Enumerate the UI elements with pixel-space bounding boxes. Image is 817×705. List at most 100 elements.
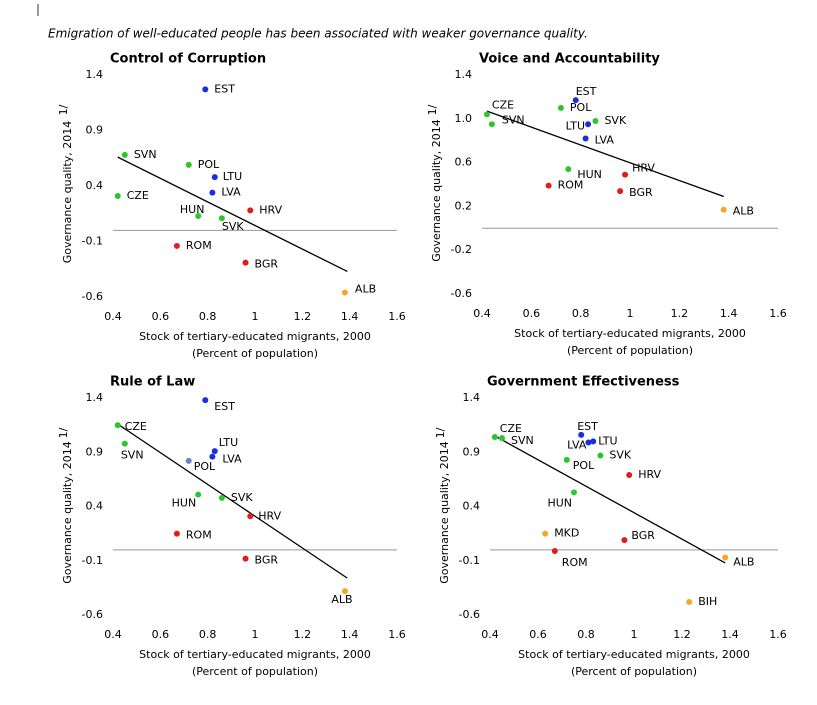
point — [209, 453, 216, 460]
point-label: EST — [214, 82, 235, 95]
panel: Control of Corruption1.40.90.4-0.1-0.60.… — [57, 52, 406, 361]
point — [545, 182, 552, 189]
x-tick-label: 1 — [252, 310, 259, 323]
y-tick-label: 0.6 — [455, 156, 473, 169]
point — [571, 489, 577, 496]
x-tick-label: 1.2 — [673, 628, 691, 641]
point — [195, 212, 202, 219]
point — [202, 397, 209, 404]
point — [247, 513, 254, 520]
point — [121, 151, 128, 158]
x-tick-label: 0.6 — [152, 310, 170, 323]
y-tick-label: 1.4 — [455, 68, 473, 81]
y-axis-label: Governance quality, 2014 — [438, 441, 451, 583]
point — [185, 457, 192, 464]
point-label: BIH — [698, 595, 717, 608]
x-tick-label: 1.4 — [720, 307, 738, 320]
x-axis-label-2: (Percent of population) — [192, 347, 318, 360]
point — [585, 121, 592, 128]
x-axis-label: Stock of tertiary-educated migrants, 200… — [139, 330, 371, 343]
point-label: ALB — [733, 205, 754, 218]
trend-line — [117, 156, 348, 273]
point — [572, 97, 579, 104]
point-label: HRV — [638, 468, 661, 481]
point — [195, 491, 202, 498]
y-tick-label: 1.0 — [455, 112, 473, 125]
x-tick-label: 1.4 — [721, 628, 739, 641]
point-label: LTU — [219, 436, 238, 449]
x-axis-label: Stock of tertiary-educated migrants, 200… — [518, 648, 750, 661]
point — [582, 135, 589, 142]
y-tick-label: 1.4 — [86, 391, 104, 404]
point — [211, 174, 218, 181]
x-tick-label: 1.6 — [769, 307, 787, 320]
point-label: EST — [577, 420, 598, 433]
y-axis-label: Governance quality, 2014 — [61, 441, 74, 583]
point — [720, 206, 727, 213]
point-label: POL — [573, 459, 595, 472]
point — [686, 598, 693, 605]
point — [218, 494, 225, 501]
trend-line — [494, 435, 726, 564]
trend-line — [486, 110, 724, 198]
point — [488, 121, 495, 128]
x-tick-label: 0.4 — [481, 628, 499, 641]
point-label: BGR — [255, 258, 279, 271]
point-label: BGR — [631, 529, 655, 542]
point-label: SVK — [231, 491, 254, 504]
y-tick-label: 0.9 — [463, 445, 481, 458]
y-tick-label: 0.4 — [86, 500, 104, 513]
x-tick-label: 1 — [631, 628, 638, 641]
x-axis-label-2: (Percent of population) — [567, 344, 693, 357]
x-tick-label: 1 — [627, 307, 634, 320]
point — [578, 431, 585, 438]
point-label: HRV — [258, 509, 281, 522]
x-tick-label: 1.6 — [388, 310, 406, 323]
point-label: HUN — [577, 168, 602, 181]
point — [341, 289, 348, 296]
point-label: LVA — [221, 186, 241, 199]
x-tick-label: 1.2 — [294, 310, 312, 323]
y-axis-note: 1/ — [57, 427, 70, 438]
point — [202, 86, 209, 93]
point — [622, 171, 629, 178]
trend-line — [117, 423, 348, 579]
y-tick-label: -0.6 — [459, 608, 480, 621]
point — [173, 530, 180, 537]
x-tick-label: 0.4 — [473, 307, 491, 320]
y-axis-note: 1/ — [57, 104, 70, 115]
point — [563, 456, 570, 463]
panel-title: Control of Corruption — [110, 52, 266, 67]
point — [585, 439, 592, 446]
point — [722, 554, 729, 561]
x-tick-label: 0.4 — [104, 628, 122, 641]
x-tick-label: 0.6 — [152, 628, 170, 641]
point — [211, 448, 218, 455]
x-tick-label: 1.4 — [341, 628, 359, 641]
point-label: EST — [214, 400, 235, 413]
point-label: EST — [576, 85, 597, 98]
point-label: BGR — [255, 554, 279, 567]
point — [242, 555, 249, 562]
point-label: POL — [194, 460, 216, 473]
point — [592, 117, 599, 124]
x-tick-label: 0.8 — [577, 628, 595, 641]
x-tick-label: 1.2 — [294, 628, 312, 641]
point-label: LVA — [595, 134, 615, 147]
point-label: HUN — [172, 497, 197, 510]
point-label: ROM — [186, 529, 212, 542]
point — [185, 161, 192, 168]
x-tick-label: 0.8 — [199, 628, 217, 641]
point-label: SVN — [121, 449, 144, 462]
point — [565, 166, 572, 173]
point — [542, 530, 549, 537]
x-tick-label: 1.4 — [341, 310, 359, 323]
point — [341, 588, 348, 595]
point — [114, 192, 121, 199]
point — [590, 438, 597, 445]
point-label: SVK — [609, 449, 632, 462]
y-tick-label: 1.4 — [86, 68, 104, 81]
panel-title: Voice and Accountability — [479, 52, 660, 67]
x-tick-label: 0.8 — [199, 310, 217, 323]
point-label: HRV — [632, 162, 655, 175]
